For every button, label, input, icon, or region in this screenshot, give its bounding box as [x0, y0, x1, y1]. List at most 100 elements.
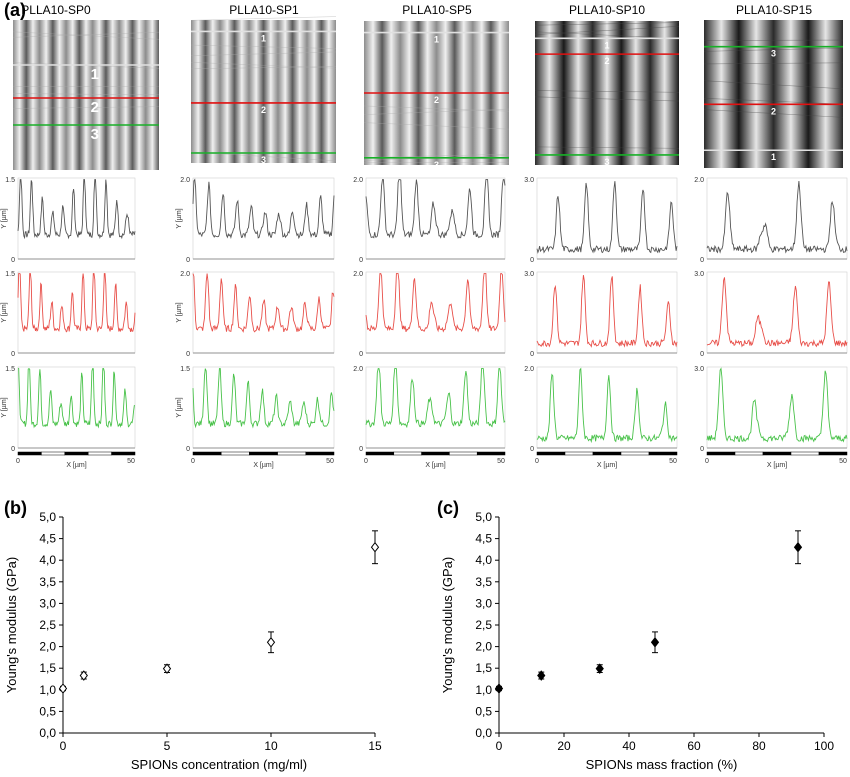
- profile-ymin-tick: 0: [186, 351, 190, 358]
- x-tick-label: 20: [557, 739, 571, 753]
- profile-xmin-tick: 0: [705, 458, 709, 465]
- y-tick-label: 0,5: [475, 704, 492, 718]
- y-axis-label: Young's modulus (GPa): [4, 557, 19, 693]
- micrograph-texture: [190, 66, 337, 70]
- scale-bar-segment: [17, 451, 42, 456]
- profile-xmax-tick: 50: [839, 458, 847, 465]
- profile-ymin-tick: 0: [11, 351, 15, 358]
- y-tick-label: 1,0: [39, 683, 56, 697]
- micrograph-texture: [534, 31, 680, 39]
- scale-bar-segment: [249, 451, 278, 456]
- data-point: [266, 636, 276, 648]
- profile-xmax-tick: 50: [669, 458, 677, 465]
- micrograph: [704, 20, 843, 168]
- profile-line-label: 1: [771, 152, 776, 162]
- x-tick-label: 40: [622, 739, 636, 753]
- data-point: [537, 670, 546, 681]
- micrograph-texture: [363, 105, 510, 112]
- y-tick-label: 4,5: [475, 532, 492, 546]
- profile-ymin-tick: 0: [359, 257, 363, 264]
- profile-line-label: 1: [91, 66, 99, 83]
- micrograph-texture: [363, 122, 510, 130]
- x-tick-label: 100: [814, 739, 834, 753]
- profile-line-label: 3: [91, 126, 99, 143]
- profile-xmin-tick: 0: [191, 458, 195, 465]
- profile-line-label: 1: [434, 35, 439, 45]
- profile-line-label: 3: [771, 49, 776, 59]
- panel-b: (b) 0,0 0,5 1,0 1,5 2,0 2,5 3,0 3,5 4,0 4,5 5,0 0 5 10…: [4, 498, 382, 772]
- profile-line-label: 3: [261, 155, 266, 165]
- profile-ymax-tick: 2.0: [524, 366, 534, 373]
- profile-curve: [17, 273, 136, 333]
- x-tick-label: 5: [164, 739, 171, 753]
- profile-y-label: Y [µm]: [176, 208, 183, 228]
- micrograph-texture: [190, 44, 337, 49]
- profile-ymin-tick: 0: [11, 446, 15, 453]
- data-point: [79, 670, 88, 681]
- y-tick-label: 0,0: [475, 726, 492, 740]
- scale-bar-segment: [564, 451, 594, 456]
- profile-line-label: 3: [604, 157, 609, 167]
- micrograph-texture: [703, 97, 844, 105]
- profile-plot-frame: [17, 366, 136, 449]
- micrograph: [191, 20, 336, 163]
- micrograph: [13, 20, 159, 170]
- panel-label-a: (a): [4, 0, 26, 20]
- profile-y-label: Y [µm]: [1, 208, 8, 228]
- y-tick-label: 1,5: [475, 661, 492, 675]
- scale-bar-segment: [648, 451, 678, 456]
- micrograph-texture: [534, 146, 680, 149]
- profile-ymin-tick: 0: [359, 446, 363, 453]
- y-tick-label: 1,0: [475, 683, 492, 697]
- profile-y-label: Y [µm]: [176, 397, 183, 417]
- y-tick-label: 1,5: [39, 661, 56, 675]
- x-tick-label: 60: [687, 739, 701, 753]
- scale-bar-segment: [192, 451, 222, 456]
- micrograph-texture: [12, 106, 160, 109]
- y-tick-label: 5,0: [39, 510, 56, 524]
- y-tick-label: 0,5: [39, 704, 56, 718]
- profile-plot-frame: [192, 271, 335, 354]
- profile-line-label: 2: [771, 106, 776, 116]
- x-tick-label: 10: [264, 739, 278, 753]
- micrograph-texture: [703, 62, 844, 65]
- micrograph-texture: [703, 47, 844, 52]
- profile-ymin-tick: 0: [11, 257, 15, 264]
- micrograph-texture: [12, 93, 160, 96]
- profile-curve: [706, 181, 848, 254]
- y-tick-label: 4,0: [475, 553, 492, 567]
- micrograph-texture: [190, 62, 337, 69]
- scale-bar-segment: [41, 451, 66, 456]
- sample-title: PLLA10-SP10: [569, 3, 645, 17]
- profile-xmax-tick: 50: [127, 458, 135, 465]
- sample-title: PLLA10-SP0: [21, 3, 91, 17]
- profile-curve: [536, 181, 678, 254]
- panel-label-c: (c): [437, 498, 459, 518]
- scale-bar-segment: [818, 451, 848, 456]
- micrograph-texture: [703, 80, 844, 90]
- y-tick-label: 2,0: [475, 640, 492, 654]
- profile-ymax-tick: 2.0: [353, 271, 363, 278]
- scale-bar-segment: [305, 451, 335, 456]
- scale-bar-segment: [734, 451, 764, 456]
- profile-curve: [18, 368, 136, 429]
- profile-ymax-tick: 2.0: [180, 271, 190, 278]
- micrograph-texture: [534, 90, 680, 93]
- scale-bar-segment: [111, 451, 136, 456]
- profile-x-label: X [µm]: [253, 462, 273, 469]
- panel-a: (a)PLLA10-SP0 1 2 3 1.5 0 Y [µm] 1.5 0 Y [µm] 1.5 0…: [1, 0, 848, 469]
- scale-bar-segment: [762, 451, 792, 456]
- profile-curve: [365, 179, 506, 239]
- profile-x-label: X [µm]: [767, 462, 787, 469]
- profile-ymax-tick: 1.5: [5, 271, 15, 278]
- profile-ymax-tick: 2.0: [353, 366, 363, 373]
- profile-curve: [365, 273, 506, 333]
- profile-xmin-tick: 0: [16, 458, 20, 465]
- profile-ymin-tick: 0: [700, 257, 704, 264]
- profile-plot-frame: [365, 271, 506, 354]
- profile-xmin-tick: 0: [535, 458, 539, 465]
- y-tick-label: 5,0: [475, 510, 492, 524]
- scale-bar-segment: [449, 451, 478, 456]
- profile-xmin-tick: 0: [364, 458, 368, 465]
